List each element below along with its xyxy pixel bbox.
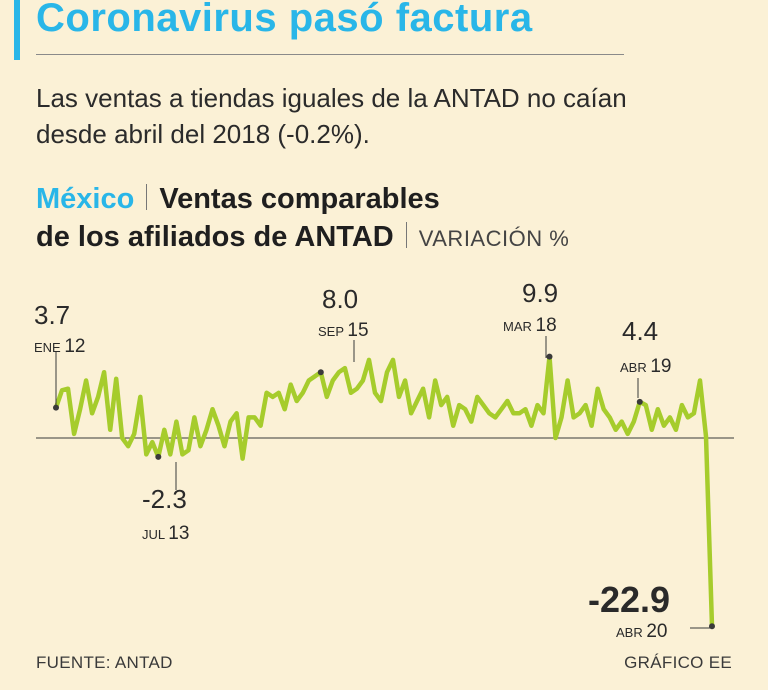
chart-title-line-1: México Ventas comparables (36, 180, 569, 218)
chart-unit: VARIACIÓN % (418, 226, 570, 251)
data-label: 9.9 (522, 278, 558, 308)
chart-title-line-2: de los afiliados de ANTAD VARIACIÓN % (36, 218, 569, 258)
data-label: 4.4 (622, 316, 658, 346)
headline-divider (36, 54, 624, 55)
date-label: ABR 19 (620, 356, 671, 377)
data-label: 8.0 (322, 284, 358, 314)
date-label: SEP 15 (318, 320, 369, 341)
accent-bar (14, 0, 20, 60)
chart-title-main: Ventas comparables (159, 183, 440, 215)
date-label: ENE 12 (34, 336, 85, 357)
headline: Coronavirus pasó factura (36, 0, 533, 40)
chart-title: México Ventas comparables de los afiliado… (36, 180, 569, 258)
series-line (53, 354, 715, 629)
data-label: 3.7 (34, 300, 70, 330)
chart-country: México (36, 183, 135, 215)
point-marker (53, 404, 59, 411)
point-marker (155, 453, 162, 460)
chart-title-sub: de los afiliados de ANTAD (36, 221, 394, 253)
unit-separator (405, 222, 407, 248)
source-note: FUENTE: ANTAD (36, 653, 173, 672)
subtitle: Las ventas a tiendas iguales de la ANTAD… (36, 83, 627, 149)
data-label: -22.9 (588, 579, 670, 620)
point-marker (636, 398, 643, 405)
point-marker (709, 623, 715, 630)
title-separator (146, 184, 148, 210)
point-marker (546, 353, 553, 360)
point-marker (317, 369, 324, 376)
data-label: -2.3 (142, 484, 187, 514)
date-label: MAR 18 (503, 315, 557, 336)
date-label: ABR 20 (616, 621, 667, 642)
credit-note: GRÁFICO EE (624, 653, 732, 672)
date-label: JUL 13 (142, 523, 189, 544)
